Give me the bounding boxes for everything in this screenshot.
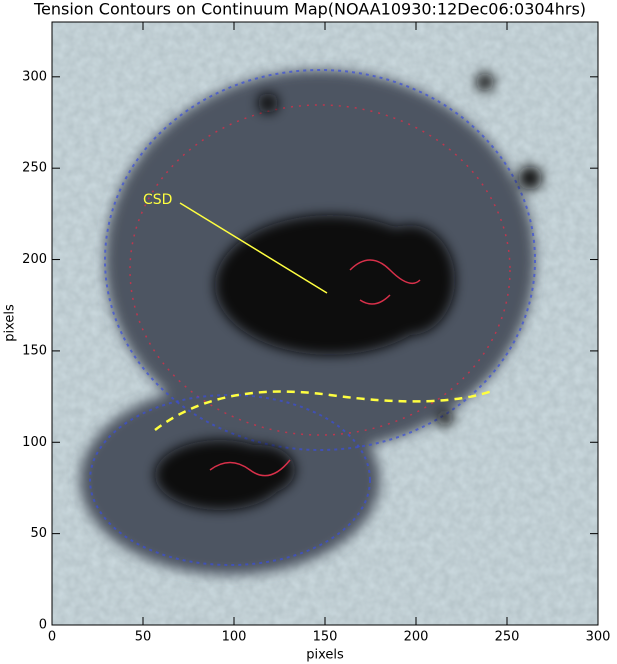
chart-title: Tension Contours on Continuum Map(NOAA10… — [33, 0, 586, 19]
y-tick-label: 250 — [22, 161, 47, 176]
y-tick-label: 300 — [22, 69, 47, 84]
x-tick-label: 300 — [586, 630, 611, 645]
y-tick-label: 100 — [22, 435, 47, 450]
y-tick-label: 50 — [30, 526, 47, 541]
y-tick-label: 200 — [22, 252, 47, 267]
x-tick-label: 200 — [404, 630, 429, 645]
x-tick-label: 0 — [48, 630, 56, 645]
x-tick-label: 150 — [313, 630, 338, 645]
y-tick-label: 0 — [39, 618, 47, 633]
continuum-image: CSD — [52, 22, 598, 625]
y-axis-label: pixels — [3, 304, 18, 342]
x-tick-label: 100 — [222, 630, 247, 645]
x-tick-label: 250 — [495, 630, 520, 645]
y-tick-label: 150 — [22, 343, 47, 358]
annotation: CSD — [143, 192, 172, 208]
x-tick-label: 50 — [135, 630, 152, 645]
x-axis-label: pixels — [306, 648, 344, 663]
